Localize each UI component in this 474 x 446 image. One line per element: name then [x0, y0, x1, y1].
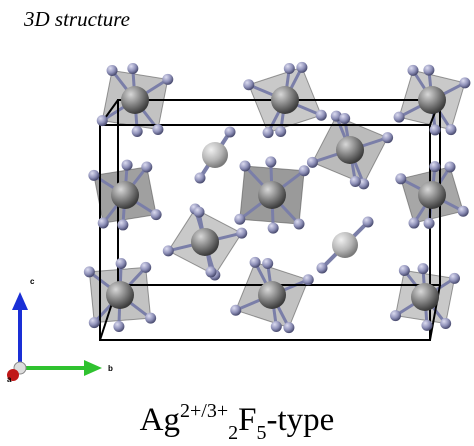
ag-atom	[202, 142, 228, 168]
f-atom	[429, 161, 440, 172]
f-atom	[140, 262, 151, 273]
ag-atom	[332, 232, 358, 258]
f-atom	[132, 126, 143, 137]
f-atom	[408, 65, 419, 76]
formula: Ag2+/3+2F5-type	[140, 400, 335, 444]
f-atom	[195, 173, 206, 184]
f-atom	[303, 274, 314, 285]
f-atom	[97, 115, 108, 126]
f-atom	[446, 124, 457, 135]
ag-atom	[418, 181, 446, 209]
f-atom	[418, 263, 429, 274]
f-atom	[243, 79, 254, 90]
formula-element: Ag	[140, 402, 180, 438]
f-atom	[459, 77, 470, 88]
f-atom	[262, 258, 273, 269]
f-atom	[399, 265, 410, 276]
formula-suffix: -type	[267, 402, 335, 438]
f-atom	[458, 206, 469, 217]
formula-count: 5	[257, 422, 267, 444]
page: {"header": {"title": "3D structure"}, "a…	[0, 0, 474, 446]
f-atom	[423, 65, 434, 76]
f-atom	[88, 170, 99, 181]
ag-atom	[336, 136, 364, 164]
f-atom	[117, 219, 128, 230]
f-atom	[382, 132, 393, 143]
f-atom	[421, 320, 432, 331]
f-atom	[350, 176, 361, 187]
f-atom	[194, 207, 205, 218]
f-atom	[299, 165, 310, 176]
f-atom	[440, 318, 451, 329]
formula-count: 2	[228, 422, 238, 444]
f-atom	[316, 110, 327, 121]
f-atom	[283, 322, 294, 333]
f-atom	[293, 218, 304, 229]
f-atom	[263, 127, 274, 138]
f-atom	[225, 127, 236, 138]
f-atom	[307, 157, 318, 168]
f-atom	[116, 258, 127, 269]
f-atom	[89, 317, 100, 328]
f-atom	[409, 218, 420, 229]
f-atom	[98, 218, 109, 229]
f-atom	[296, 62, 307, 73]
f-atom	[275, 126, 286, 137]
f-atom	[265, 156, 276, 167]
f-atom	[113, 321, 124, 332]
b-arrow	[84, 360, 102, 376]
f-atom	[151, 209, 162, 220]
ag-atom	[271, 86, 299, 114]
f-atom	[250, 257, 261, 268]
f-atom	[84, 266, 95, 277]
a-label: a	[7, 375, 12, 384]
f-atom	[339, 113, 350, 124]
f-atom	[424, 218, 435, 229]
ag-atom	[258, 281, 286, 309]
ag-atom	[411, 283, 439, 311]
f-atom	[127, 63, 138, 74]
ag-atom	[121, 86, 149, 114]
c-label: c	[30, 277, 35, 286]
f-atom	[152, 124, 163, 135]
f-atom	[363, 217, 374, 228]
f-atom	[449, 273, 460, 284]
f-atom	[162, 74, 173, 85]
f-atom	[284, 63, 295, 74]
ag-atom	[418, 86, 446, 114]
f-atom	[268, 223, 279, 234]
formula-charge: 2+/3+	[180, 400, 228, 422]
f-atom	[395, 173, 406, 184]
f-atom	[163, 245, 174, 256]
f-atom	[122, 160, 133, 171]
figure: 3D structure c b a Ag2+/3+2F5-type	[0, 0, 474, 446]
f-atom	[240, 161, 251, 172]
c-arrow	[12, 292, 28, 310]
f-atom	[230, 305, 241, 316]
ag-atom	[191, 228, 219, 256]
f-atom	[234, 214, 245, 225]
f-atom	[205, 266, 216, 277]
formula-element: F	[238, 402, 256, 438]
title: 3D structure	[23, 7, 130, 31]
b-label: b	[108, 364, 113, 373]
f-atom	[141, 161, 152, 172]
f-atom	[430, 124, 441, 135]
f-atom	[236, 228, 247, 239]
f-atom	[390, 310, 401, 321]
ag-atom	[106, 281, 134, 309]
f-atom	[145, 313, 156, 324]
f-atom	[271, 321, 282, 332]
f-atom	[445, 161, 456, 172]
ag-atom	[258, 181, 286, 209]
ag-atom	[111, 181, 139, 209]
f-atom	[107, 65, 118, 76]
f-atom	[317, 263, 328, 274]
f-atom	[394, 112, 405, 123]
